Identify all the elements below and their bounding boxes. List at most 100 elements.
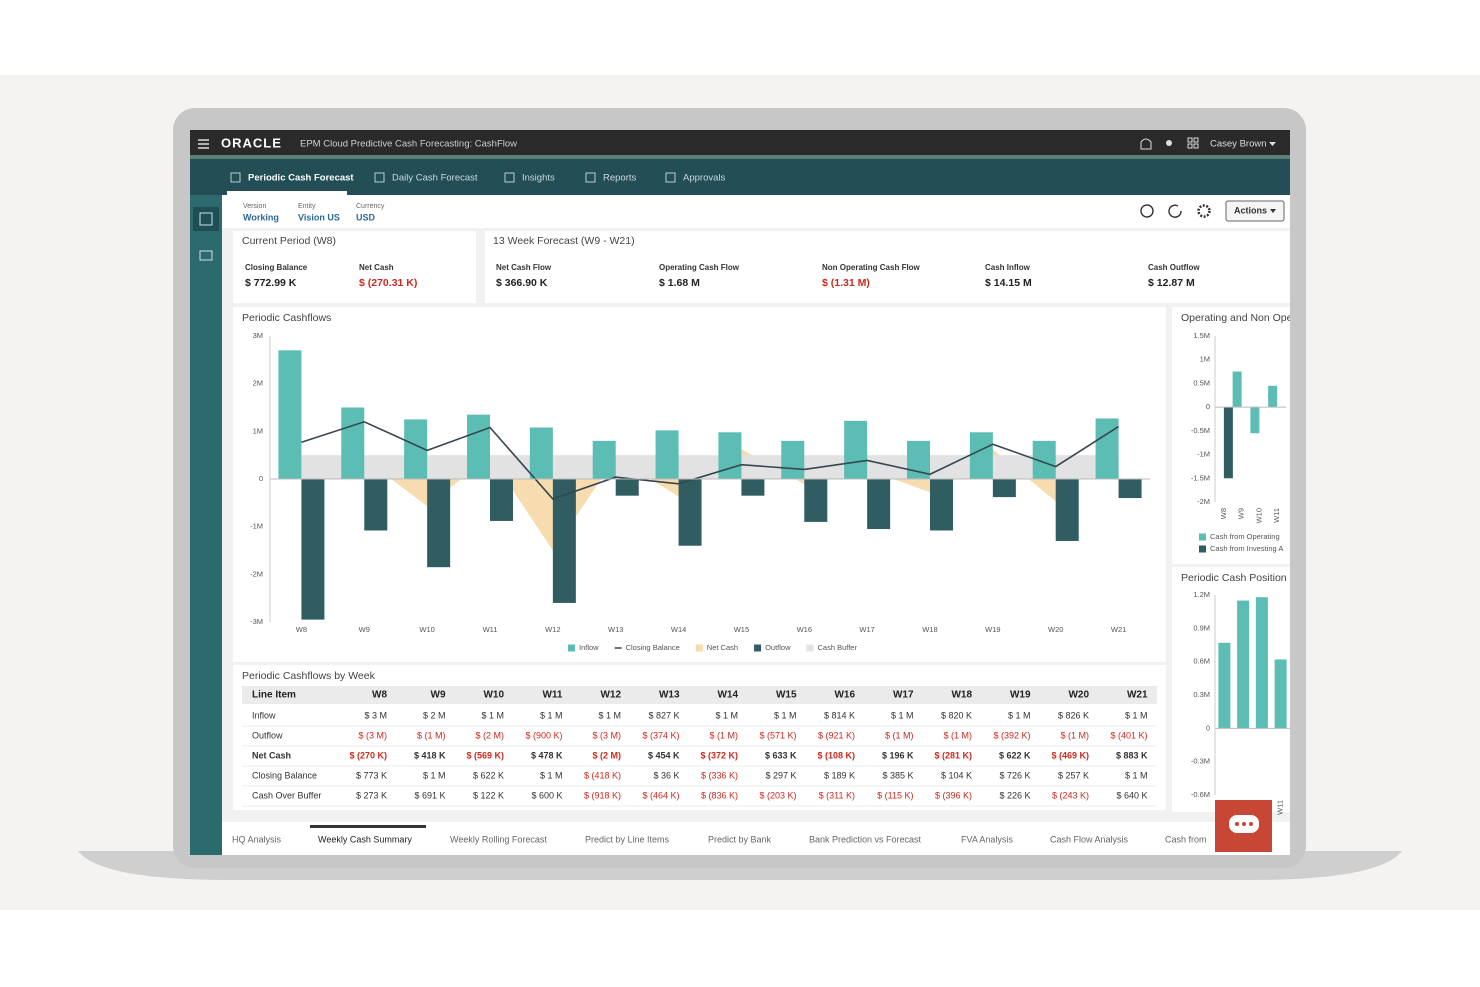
panel-title: 13 Week Forecast (W9 - W21) [493,235,635,247]
bottom-tab[interactable]: Weekly Rolling Forecast [450,834,547,844]
menu-icon[interactable] [198,139,209,149]
nav-icon[interactable] [504,172,515,183]
user-caret[interactable] [1269,142,1276,146]
table-header: W15 [776,690,797,701]
x-tick-label: W16 [797,625,812,634]
table-cell: $ 1 M [1008,710,1031,720]
nav-tab[interactable]: Approvals [683,173,725,184]
active-tab-indicator [310,825,426,828]
table-cell: Inflow [252,710,276,720]
legend-swatch [568,644,575,652]
table-cell: $ 820 K [941,710,972,720]
nav-tabs: Periodic Cash Forecast Daily Cash Forecas… [227,172,725,195]
bottom-tab[interactable]: Predict by Line Items [585,834,670,844]
actions-label[interactable]: Actions [1234,205,1267,215]
chart-panel [1172,567,1290,812]
nav-icon[interactable] [230,172,241,183]
apps-icon[interactable] [1187,137,1199,149]
sidebar-icon[interactable] [199,250,213,261]
bar [529,427,553,479]
bottom-tab[interactable]: Weekly Cash Summary [318,834,412,844]
bottom-tab[interactable]: Bank Prediction vs Forecast [809,834,922,844]
legend-label[interactable]: Inflow [579,643,599,652]
operating-chart: 1.5M 1M 0.5M 0 -0.5M -1M -1.5M -2M W8 W9 W10 W11 Cas… [1191,331,1286,553]
bottom-tab[interactable]: Cash Flow Analysis [1050,834,1129,844]
kpi-label: Non Operating Cash Flow [822,263,921,272]
bar [655,430,679,479]
table-cell: $ (3 M) [592,730,621,740]
bar [341,407,365,479]
chat-dots[interactable] [1235,822,1253,826]
table-header: W20 [1068,690,1089,701]
sidebar-active[interactable] [193,207,219,231]
legend-label[interactable]: Cash from Operating [1210,532,1280,541]
bar [1218,642,1231,729]
nav-icon[interactable] [585,172,596,183]
legend-label[interactable]: Closing Balance [626,643,680,652]
table-cell: $ 1 M [891,710,914,720]
table-cell: $ (243 K) [1052,790,1089,800]
x-tick-label: W18 [922,625,937,634]
table-cell: $ 1 M [540,770,563,780]
bottom-tab[interactable]: Cash from [1165,834,1207,844]
bottom-tab[interactable]: Predict by Bank [708,834,772,844]
bar [804,479,828,522]
mic-icon[interactable] [1166,140,1172,146]
legend-label[interactable]: Cash Buffer [818,643,858,652]
kpi-value: $ 772.99 K [245,277,297,289]
y-tick-label: 0.6M [1193,657,1210,666]
table-cell: $ (900 K) [525,730,562,740]
table-cell: $ 633 K [765,750,797,760]
table-cell: $ (115 K) [877,790,913,800]
bar [427,479,451,568]
x-tick-label: W11 [1272,508,1281,523]
bar [867,479,891,530]
bottom-tab[interactable]: HQ Analysis [232,834,282,844]
nav-icon[interactable] [665,172,676,183]
table-header: W18 [951,690,972,701]
x-tick-label: W10 [419,625,434,634]
bottom-tab[interactable]: FVA Analysis [961,834,1013,844]
bar [1237,600,1250,729]
kpi-panel [485,231,1290,303]
settings-icon[interactable] [1197,204,1211,218]
info-icon[interactable] [1140,204,1154,218]
y-tick-label: -1.5M [1191,473,1210,482]
refresh-icon[interactable] [1168,204,1182,218]
table-cell: $ 3 M [364,710,387,720]
nav-tab[interactable]: Reports [603,173,637,184]
table-header: W13 [659,690,680,701]
actions-button[interactable] [1225,200,1285,222]
table-header-bg [242,686,1157,704]
pov-value[interactable]: Vision US [298,212,340,222]
legend-label[interactable]: Net Cash [707,643,738,652]
kpi-label: Cash Inflow [985,263,1031,272]
y-tick-label: -0.3M [1191,757,1210,766]
home-icon[interactable] [1140,138,1152,150]
table-cell: $ (1 M) [1060,730,1089,740]
legend-label[interactable]: Outflow [765,643,791,652]
bar [490,479,513,521]
y-tick-label: 3M [253,331,263,340]
nav-tab[interactable]: Periodic Cash Forecast [248,173,354,184]
x-tick-label: W8 [296,625,307,634]
pov-value[interactable]: USD [356,212,376,222]
table-cell: $ 827 K [648,710,679,720]
table-cell: $ (418 K) [584,770,621,780]
actions-caret[interactable] [1270,209,1276,213]
legend-label[interactable]: Cash from Investing A [1210,544,1283,553]
table-cell: Outflow [252,730,283,740]
user-name[interactable]: Casey Brown [1210,139,1267,150]
nav-tab[interactable]: Insights [522,173,555,184]
bottom-tabs: HQ Analysis Weekly Cash Summary Weekly Rol… [232,834,1207,844]
app-title: EPM Cloud Predictive Cash Forecasting: C… [300,139,517,150]
pov-value[interactable]: Working [243,212,279,222]
sidebar-icon[interactable] [199,212,213,226]
table-cell: $ (372 K) [700,750,738,760]
nav-icon[interactable] [374,172,385,183]
bar [552,479,576,603]
nav-tab[interactable]: Daily Cash Forecast [392,173,478,184]
bar [844,420,868,479]
top-bar [190,130,1290,158]
